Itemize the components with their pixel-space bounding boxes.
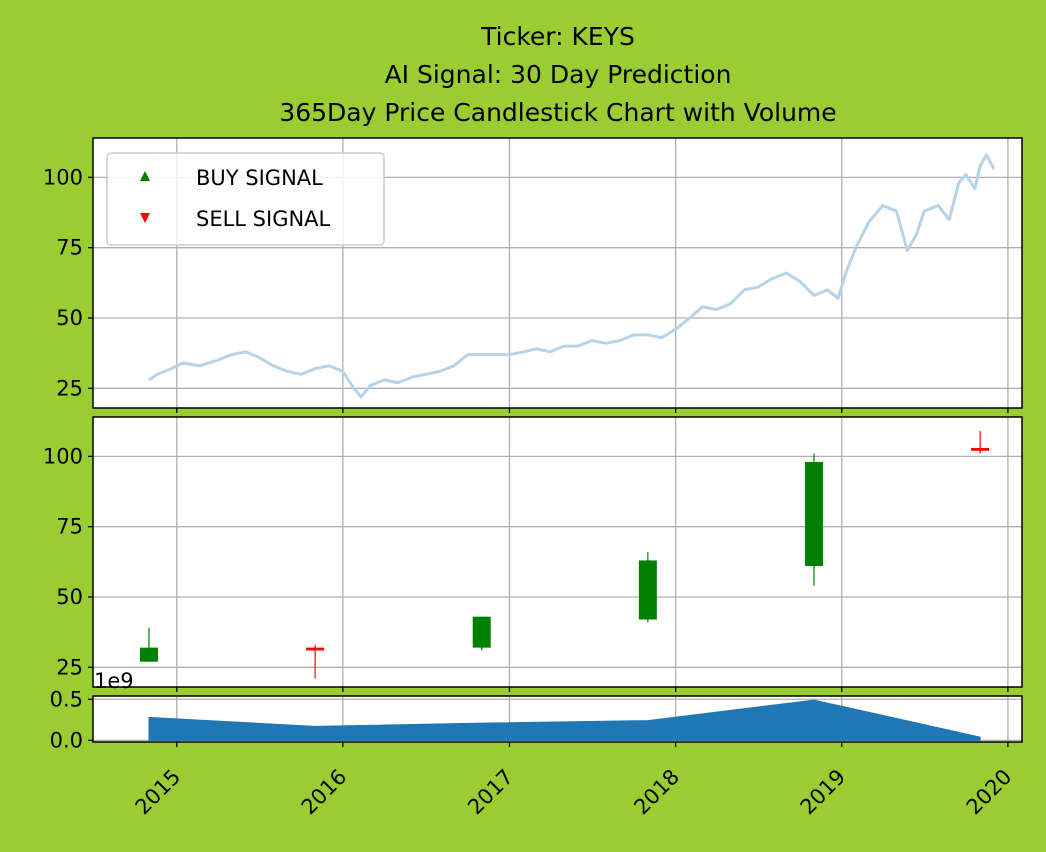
- candle-body-down: [306, 647, 325, 651]
- chart-title-line-1: Ticker: KEYS: [480, 22, 635, 51]
- candle-y-tick-label: 50: [56, 585, 83, 609]
- x-tick-label-2017: 2017: [463, 765, 518, 820]
- sell-signal-marker-icon: [140, 213, 150, 223]
- legend-box: [106, 152, 385, 246]
- candle-y-tick-label: 25: [56, 655, 83, 679]
- x-tick-label-2019: 2019: [796, 765, 851, 820]
- price-y-tick-label: 25: [56, 376, 83, 400]
- volume-panel-frame: [92, 695, 1023, 743]
- price-line: [148, 153, 996, 399]
- candle-panel-background: [93, 417, 1022, 687]
- candle-body-down: [971, 447, 990, 451]
- candle-body-up: [472, 616, 491, 648]
- candle-y-tick-label: 75: [56, 515, 83, 539]
- legend-label-sell-signal: SELL SIGNAL: [196, 207, 331, 231]
- x-tick-label-2015: 2015: [131, 765, 186, 820]
- grid-lines: [93, 138, 1022, 742]
- volume-area: [148, 699, 981, 741]
- candle-body-up: [139, 647, 158, 662]
- chart-title-line-3: 365Day Price Candlestick Chart with Volu…: [279, 98, 836, 127]
- candle-body-up: [638, 560, 657, 620]
- candle-body-up: [804, 462, 823, 567]
- x-tick-label-2020: 2020: [962, 765, 1017, 820]
- legend-label-buy-signal: BUY SIGNAL: [196, 166, 323, 190]
- price-line-series: [148, 153, 996, 399]
- price-y-tick-label: 75: [56, 236, 83, 260]
- volume-y-tick-label: 0.5: [50, 687, 83, 711]
- price-y-tick-label: 100: [43, 165, 83, 189]
- candlestick-series: [139, 431, 990, 679]
- legend: BUY SIGNAL SELL SIGNAL: [106, 152, 385, 246]
- buy-signal-marker-icon: [140, 171, 150, 181]
- price-panel-frame: [92, 137, 1023, 409]
- x-tick-label-2016: 2016: [297, 765, 352, 820]
- chart-title-group: Ticker: KEYS AI Signal: 30 Day Predictio…: [279, 22, 836, 127]
- volume-scale-offset-label: 1e9: [94, 669, 134, 693]
- x-tick-label-2018: 2018: [629, 765, 684, 820]
- candle-panel-frame: [92, 416, 1023, 688]
- chart-title-line-2: AI Signal: 30 Day Prediction: [385, 60, 732, 89]
- price-y-tick-label: 50: [56, 306, 83, 330]
- volume-y-tick-label: 0.0: [50, 728, 83, 752]
- volume-area-series: [148, 699, 981, 741]
- candle-y-tick-label: 100: [43, 444, 83, 468]
